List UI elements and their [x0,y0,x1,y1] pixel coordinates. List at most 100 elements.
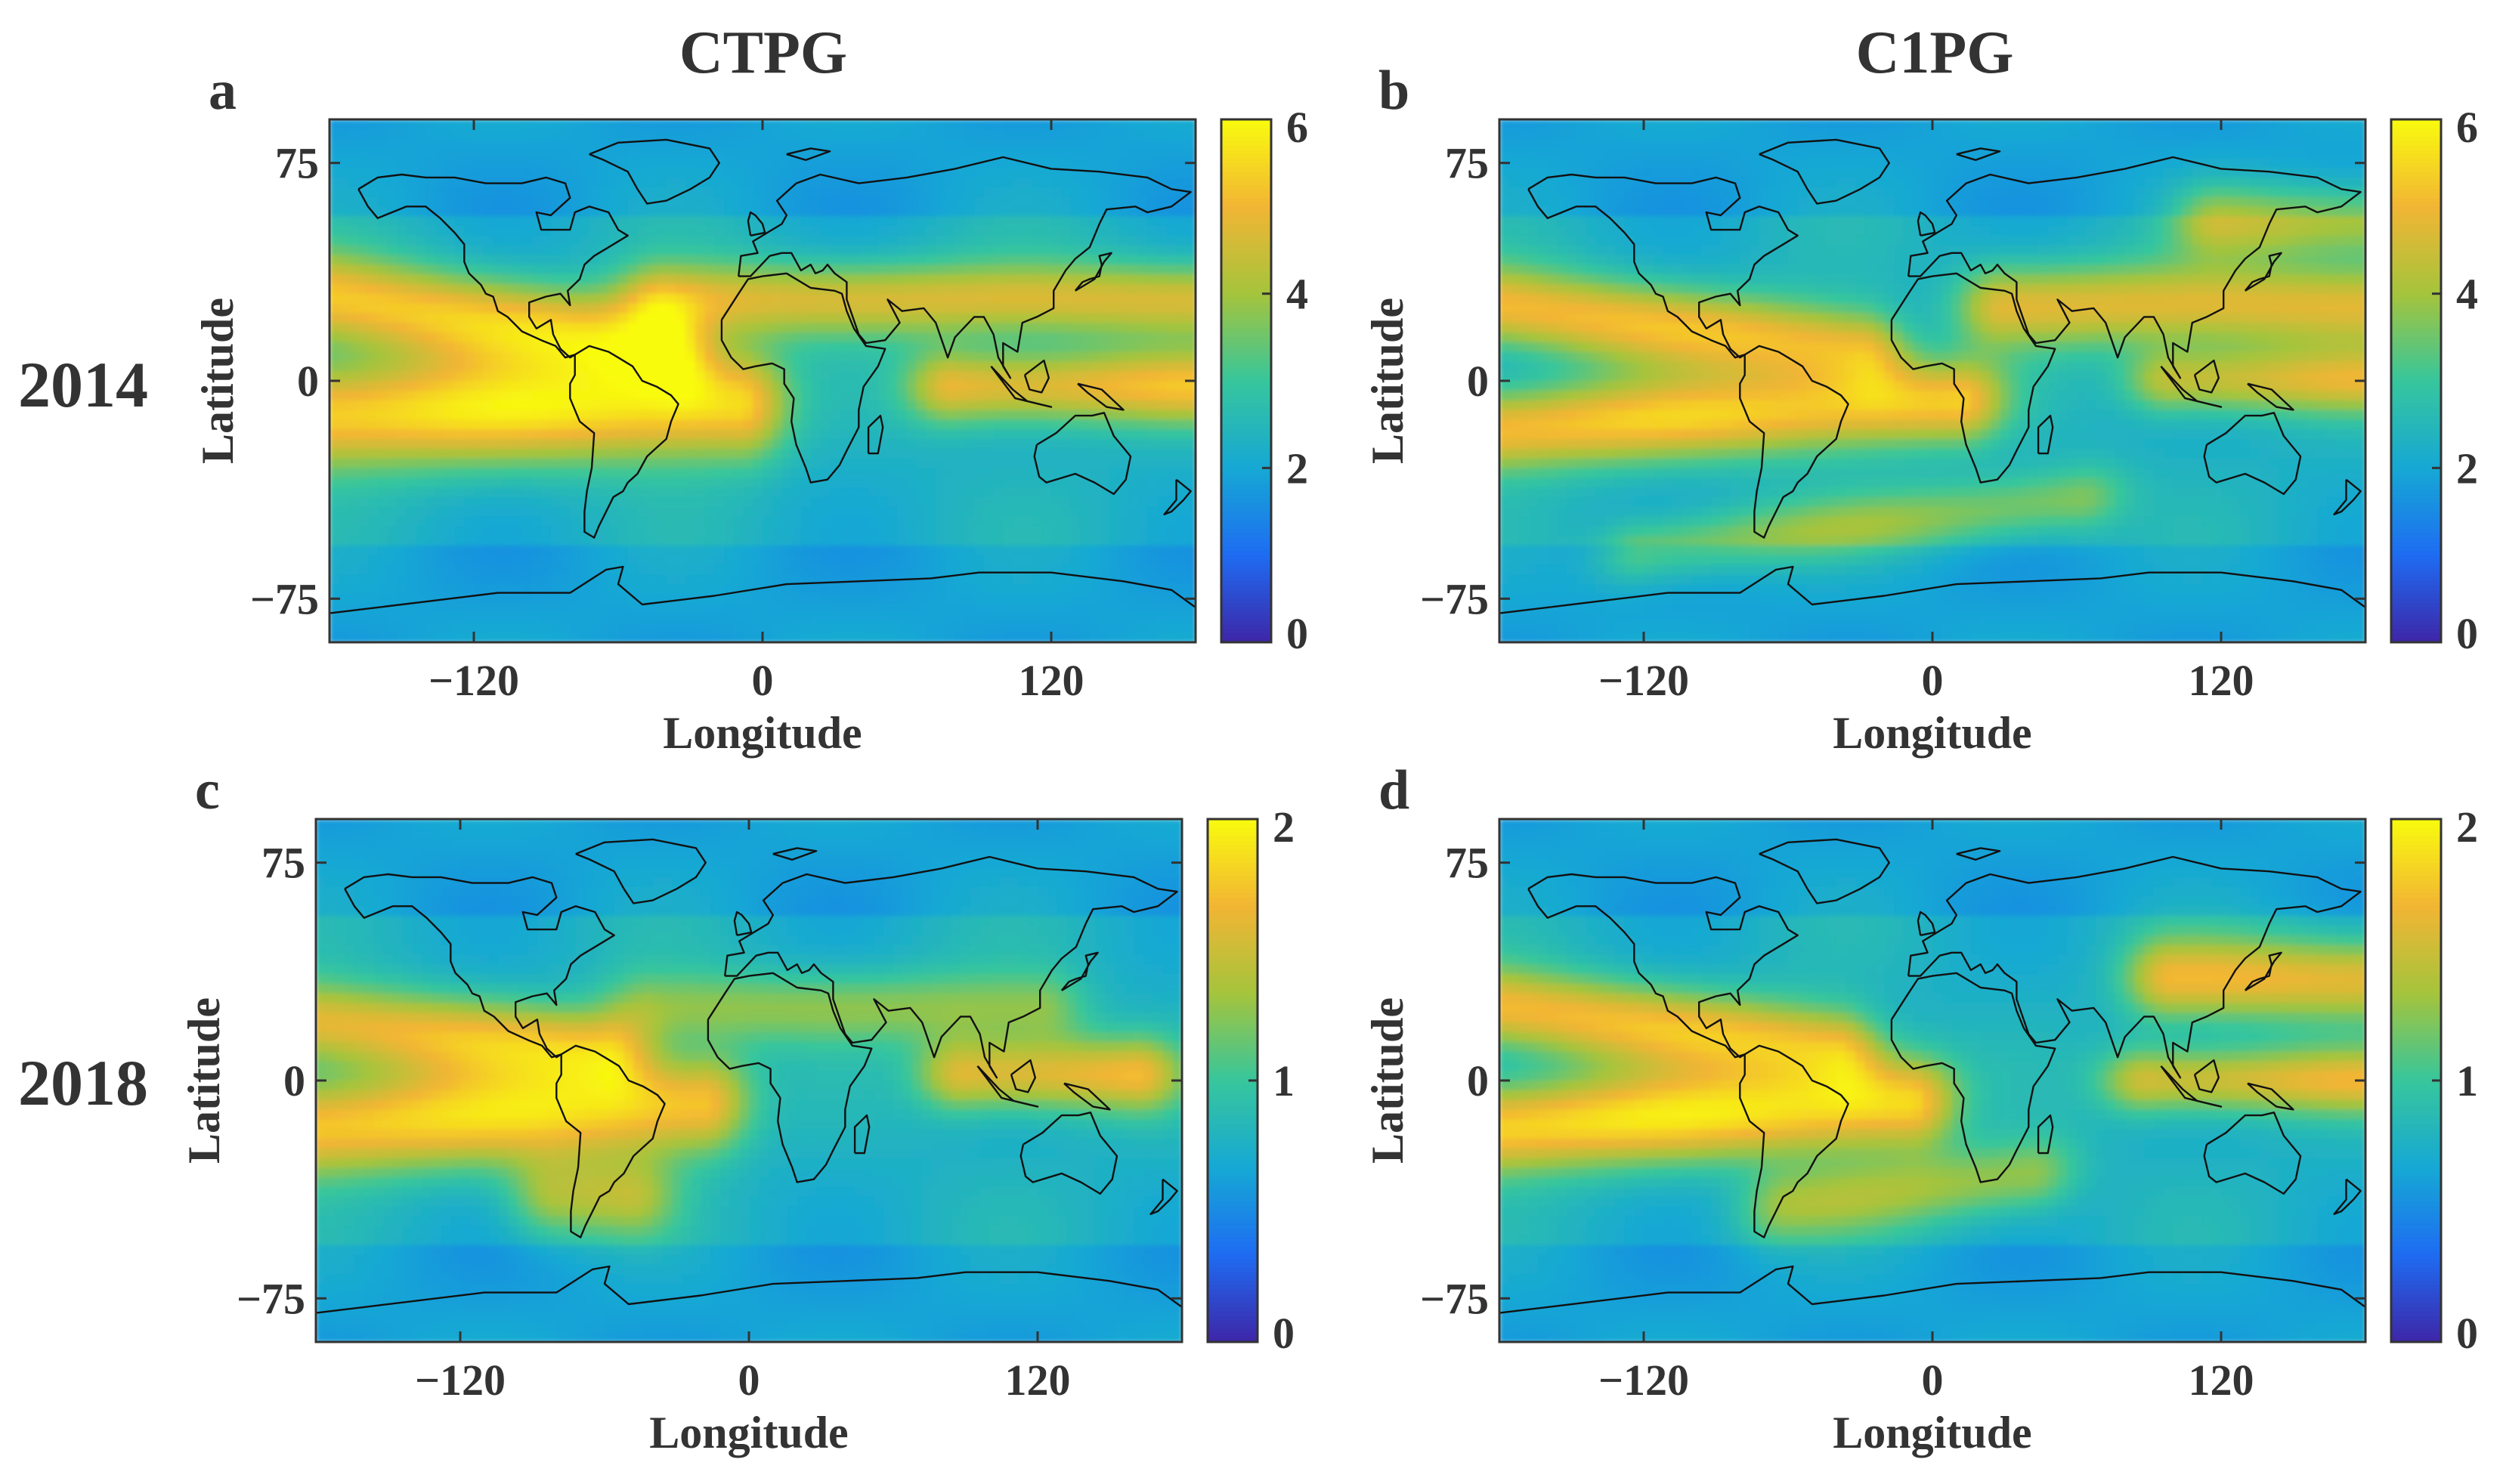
coastline-indonesia [2160,365,2223,408]
coastline-north-america [1527,173,1799,359]
coastline-new-zealand [1163,478,1192,515]
x-tick-label: 120 [1019,656,1084,705]
map-panel-c: −120 0 120 75 0 −75 Longitude Latitude c 2 1 0 [179,759,1295,1458]
coastline-svalbard [786,147,831,162]
map-field-a [330,119,1196,642]
row-title-2018: 2018 [18,1047,148,1119]
x-tick-label: −120 [415,1356,506,1405]
column-title-ctpg: CTPG [679,20,847,86]
y-tick-label: −75 [1420,574,1489,623]
x-axis-label: Longitude [1833,708,2031,758]
colorbar-tick-label: 1 [2456,1056,2478,1105]
y-axis-label: Latitude [193,298,243,464]
y-tick-label: 75 [261,839,305,888]
colorbar-tick-label: 6 [1286,103,1308,152]
coastline-borneo [2193,359,2220,394]
coastline-uk [1917,910,1936,936]
coastline-africa [1890,272,2056,484]
coastline-africa [1890,972,2056,1183]
x-tick-label: 0 [1922,1356,1944,1405]
colorbar-tick-label: 4 [2456,270,2478,319]
y-axis-label: Latitude [179,997,229,1164]
coastline-madagascar [867,414,884,455]
coastline-new-guinea [1063,1082,1111,1111]
coastline-new-zealand [2333,1178,2362,1216]
colorbar-tick-label: 0 [2456,1309,2478,1358]
y-tick-label: 0 [297,357,319,406]
colorbar-tick-label: 1 [1273,1056,1295,1105]
x-axis-label: Longitude [663,708,862,758]
coastline-japan [2244,252,2282,292]
y-axis-label: Latitude [1363,997,1412,1164]
y-tick-label: 75 [1445,139,1489,188]
x-tick-label: 0 [738,1356,760,1405]
coastlines-b [1499,138,2365,631]
coastline-madagascar [2037,414,2054,455]
colorbar-tick-label: 2 [1273,802,1295,852]
coastline-australia [2203,412,2302,496]
x-axis-label: Longitude [1833,1408,2031,1458]
y-tick-label: 0 [283,1056,305,1105]
x-tick-label: −120 [429,656,519,705]
colorbar-d: 2 1 0 [2390,802,2478,1358]
map-field-c [316,819,1182,1342]
coastline-indonesia [2160,1065,2223,1108]
coastline-uk [747,211,766,237]
coastline-north-america [1527,873,1799,1059]
coastline-greenland [1759,138,1890,205]
coastline-australia [1019,1111,1118,1195]
coastline-antarctica [330,565,1196,631]
coastline-north-america [357,173,629,359]
coastline-south-america [569,345,679,539]
coastline-indonesia [990,365,1053,408]
coastline-madagascar [2037,1114,2054,1155]
coastline-eurasia [1907,156,2362,379]
colorbar-tick-label: 0 [1273,1309,1295,1358]
x-tick-label: −120 [1598,656,1689,705]
y-axis-label: Latitude [1363,298,1412,464]
map-panel-b: −120 0 120 75 0 −75 Longitude Latitude b 6 4 2 0 [1363,60,2478,758]
colorbar-tick-label: 2 [2456,802,2478,852]
panel-letter-a: a [209,60,237,122]
y-tick-label: −75 [1420,1274,1489,1323]
y-tick-label: 0 [1467,357,1489,406]
x-axis-label: Longitude [649,1408,848,1458]
coastline-australia [2203,1111,2302,1195]
coastline-eurasia [724,855,1178,1079]
y-tick-label: 75 [1445,839,1489,888]
column-title-c1pg: C1PG [1856,20,2014,86]
colorbar-frame [1220,118,1273,644]
coastline-madagascar [853,1114,871,1155]
x-tick-label: 0 [752,656,774,705]
coastline-new-zealand [2333,478,2362,515]
map-field-b [1499,119,2365,642]
coastline-eurasia [1907,855,2362,1079]
y-tick-label: 0 [1467,1056,1489,1105]
row-title-2014: 2014 [18,348,148,421]
colorbar-tick-label: 2 [2456,444,2478,493]
coastline-svalbard [1956,147,2001,162]
coastline-new-guinea [2247,382,2294,411]
coastline-new-guinea [1077,382,1125,411]
coastline-japan [1060,951,1099,991]
x-tick-label: −120 [1598,1356,1689,1405]
coastline-north-america [344,873,615,1059]
coastline-borneo [2193,1059,2220,1093]
colorbar-tick-label: 6 [2456,103,2478,152]
coastline-uk [733,910,753,936]
coastline-greenland [575,838,707,904]
y-tick-label: −75 [250,574,319,623]
map-field-d [1499,819,2365,1342]
coastline-antarctica [1499,565,2365,631]
colorbar-a: 6 4 2 0 [1220,103,1308,658]
coastline-antarctica [1499,1265,2365,1331]
coastlines-a [330,138,1196,631]
colorbar-c: 2 1 0 [1206,802,1295,1358]
y-tick-label: −75 [237,1274,305,1323]
y-tick-label: 75 [275,139,319,188]
coastline-svalbard [772,847,818,861]
coastline-greenland [1759,838,1890,904]
coastline-eurasia [738,156,1192,379]
coastline-greenland [589,138,720,205]
colorbar-b: 6 4 2 0 [2390,103,2478,658]
